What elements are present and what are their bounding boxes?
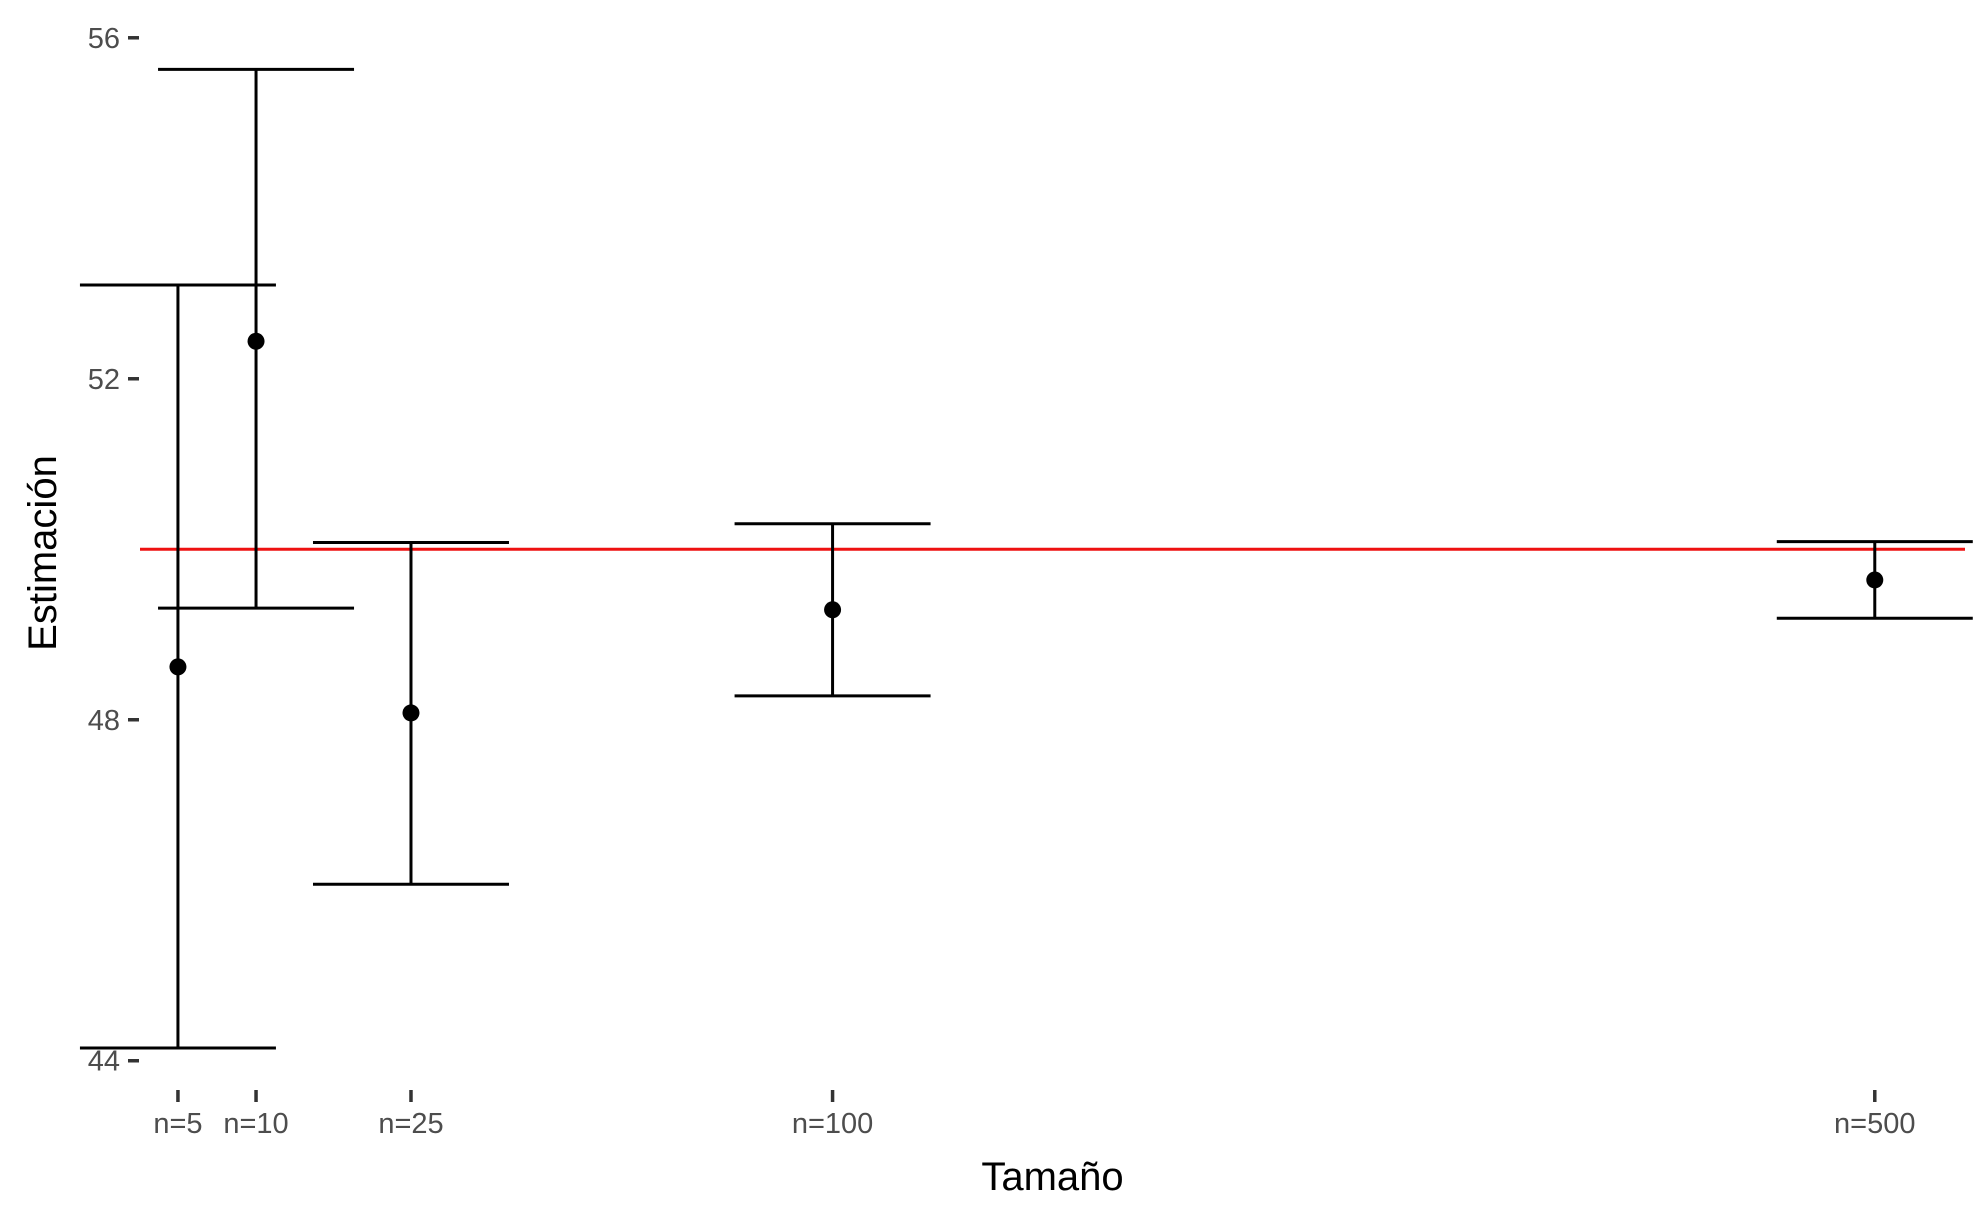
estimate-point-n=500 bbox=[1866, 571, 1884, 589]
y-axis-title: Estimación bbox=[21, 455, 65, 651]
y-tick-label-52: 52 bbox=[88, 364, 120, 396]
estimate-point-n=10 bbox=[247, 332, 265, 350]
y-tick-label-44: 44 bbox=[88, 1046, 120, 1078]
x-tick-label-n=10: n=10 bbox=[223, 1108, 288, 1140]
axes: 44 48 52 56 n=5 n=10 n=25 n=100 n=500 bbox=[88, 23, 1916, 1140]
estimate-point-n=100 bbox=[824, 601, 842, 619]
estimate-point-n=25 bbox=[402, 704, 420, 722]
y-tick-label-56: 56 bbox=[88, 23, 120, 55]
error-bars bbox=[79, 67, 1973, 1050]
x-tick-label-n=25: n=25 bbox=[378, 1108, 443, 1140]
x-tick-label-n=5: n=5 bbox=[153, 1108, 202, 1140]
estimate-point-n=5 bbox=[169, 658, 187, 676]
x-tick-label-n=100: n=100 bbox=[792, 1108, 873, 1140]
x-tick-label-n=500: n=500 bbox=[1834, 1108, 1915, 1140]
x-axis-title: Tamaño bbox=[981, 1155, 1123, 1199]
y-tick-label-48: 48 bbox=[88, 705, 120, 737]
estimate-points bbox=[169, 332, 1884, 722]
